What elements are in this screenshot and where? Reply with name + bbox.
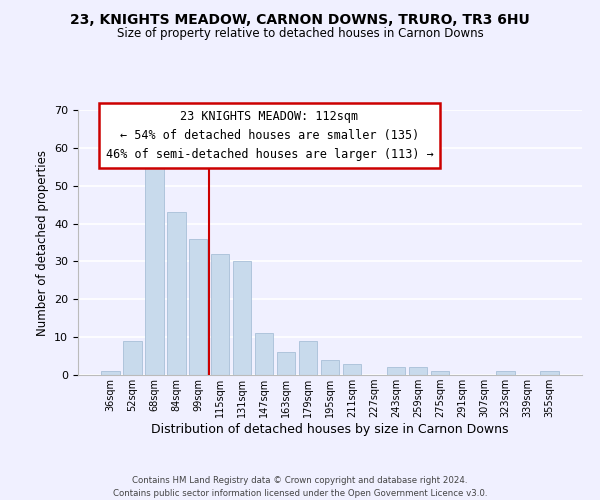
X-axis label: Distribution of detached houses by size in Carnon Downs: Distribution of detached houses by size … bbox=[151, 423, 509, 436]
Bar bbox=[320, 360, 340, 375]
Bar bbox=[101, 371, 119, 375]
Bar bbox=[145, 167, 164, 375]
Bar bbox=[386, 368, 405, 375]
Text: 23 KNIGHTS MEADOW: 112sqm
← 54% of detached houses are smaller (135)
46% of semi: 23 KNIGHTS MEADOW: 112sqm ← 54% of detac… bbox=[106, 110, 433, 161]
Bar bbox=[167, 212, 185, 375]
Bar bbox=[343, 364, 361, 375]
Bar bbox=[255, 334, 274, 375]
Bar bbox=[409, 368, 427, 375]
Bar bbox=[189, 238, 208, 375]
Y-axis label: Number of detached properties: Number of detached properties bbox=[35, 150, 49, 336]
Bar bbox=[496, 371, 515, 375]
Text: Size of property relative to detached houses in Carnon Downs: Size of property relative to detached ho… bbox=[116, 28, 484, 40]
Bar bbox=[541, 371, 559, 375]
Bar bbox=[123, 341, 142, 375]
Bar bbox=[277, 352, 295, 375]
Text: 23, KNIGHTS MEADOW, CARNON DOWNS, TRURO, TR3 6HU: 23, KNIGHTS MEADOW, CARNON DOWNS, TRURO,… bbox=[70, 12, 530, 26]
Bar bbox=[233, 262, 251, 375]
Text: Contains HM Land Registry data © Crown copyright and database right 2024.
Contai: Contains HM Land Registry data © Crown c… bbox=[113, 476, 487, 498]
Bar bbox=[431, 371, 449, 375]
Bar bbox=[299, 341, 317, 375]
Bar bbox=[211, 254, 229, 375]
